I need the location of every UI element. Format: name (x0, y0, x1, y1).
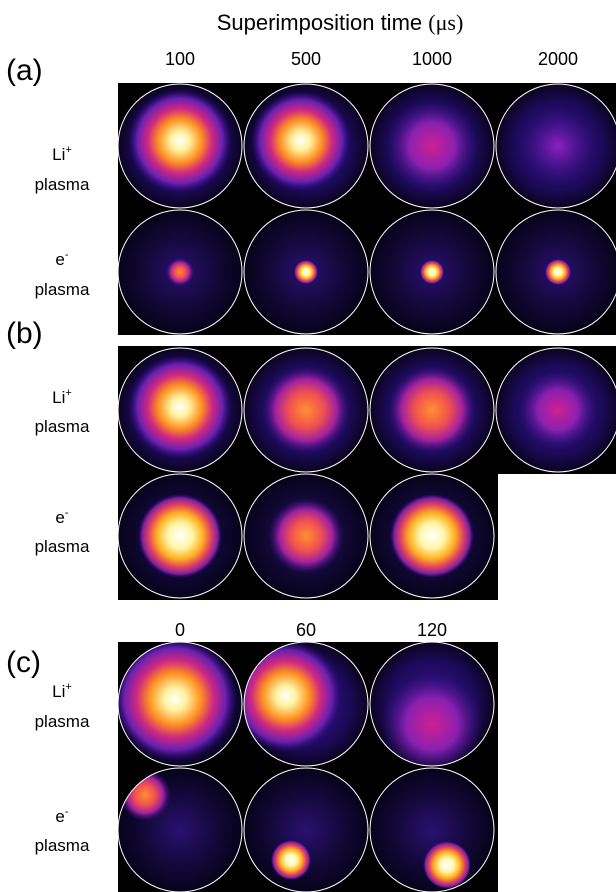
image (118, 210, 242, 334)
plasma-blob (294, 260, 318, 284)
species: Li (52, 682, 65, 701)
image (118, 474, 242, 598)
column-label: 0 (175, 620, 185, 640)
image (118, 84, 242, 208)
panel-label: (a) (6, 54, 43, 87)
image-background (244, 768, 368, 892)
column-label: 120 (417, 620, 447, 640)
row-name: plasma (35, 836, 90, 855)
title-unit: (μs) (428, 10, 463, 35)
image (370, 474, 494, 598)
charge: + (65, 387, 71, 399)
species: Li (52, 388, 65, 407)
image (370, 210, 494, 334)
plasma-blob (271, 840, 311, 880)
plasma-blob (128, 355, 232, 459)
plasma-blob (518, 370, 598, 450)
image (244, 768, 368, 892)
image (244, 84, 368, 208)
plasma-blob (166, 258, 194, 286)
plasma-blob (268, 498, 344, 574)
plasma-blob (390, 494, 474, 578)
row-species: Li+ (52, 387, 72, 407)
row-species: e- (55, 806, 68, 826)
image (244, 210, 368, 334)
plasma-blob (138, 494, 222, 578)
row-name: plasma (35, 280, 90, 299)
image (118, 768, 242, 892)
column-label: 2000 (538, 49, 578, 69)
panel-label: (c) (6, 646, 41, 679)
image (370, 84, 494, 208)
image (118, 348, 242, 472)
plasma-blob (423, 841, 471, 889)
row-name: plasma (35, 417, 90, 436)
species: e (55, 807, 64, 826)
image (370, 348, 494, 472)
charge: - (65, 249, 69, 261)
plasma-blob (386, 100, 478, 192)
row-name: plasma (35, 537, 90, 556)
column-label: 500 (291, 49, 321, 69)
row-species: Li+ (52, 681, 72, 701)
species: e (55, 508, 64, 527)
figure: Superimposition time (μs) (a) 100 500 1000 2… (0, 0, 616, 892)
species: e (55, 250, 64, 269)
image (244, 474, 368, 598)
charge: + (65, 144, 71, 156)
plasma-blob (388, 366, 476, 454)
column-label: 60 (296, 620, 316, 640)
row-name: plasma (35, 175, 90, 194)
title-text: Superimposition time (217, 10, 422, 35)
row-name: plasma (35, 712, 90, 731)
row-species: e- (55, 507, 68, 527)
charge: - (65, 806, 69, 818)
column-label: 1000 (412, 49, 452, 69)
plasma-blob (128, 89, 232, 193)
image (244, 348, 368, 472)
charge: - (65, 507, 69, 519)
panel-label: (b) (6, 317, 43, 350)
species: Li (52, 145, 65, 164)
figure-title: Superimposition time (μs) (217, 10, 464, 35)
charge: + (65, 681, 71, 693)
plasma-blob (420, 260, 444, 284)
plasma-blob (518, 106, 598, 186)
image (370, 768, 494, 892)
plasma-blob (545, 259, 571, 285)
row-species: Li+ (52, 144, 72, 164)
column-label: 100 (165, 49, 195, 69)
plasma-blob (251, 91, 351, 191)
row-species: e- (55, 249, 68, 269)
plasma-blob (262, 366, 350, 454)
